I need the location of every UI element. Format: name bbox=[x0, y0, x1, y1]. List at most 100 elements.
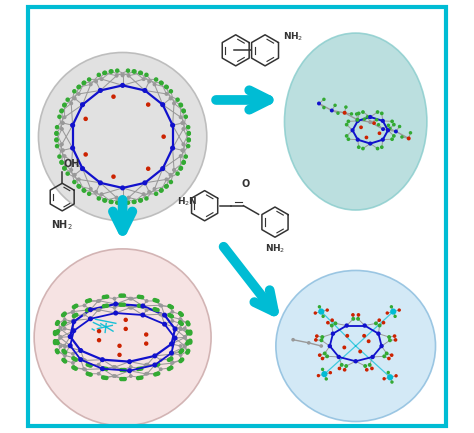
Circle shape bbox=[187, 132, 191, 135]
Circle shape bbox=[73, 315, 75, 318]
Circle shape bbox=[97, 197, 100, 200]
Circle shape bbox=[189, 332, 191, 335]
Circle shape bbox=[162, 135, 165, 138]
Circle shape bbox=[323, 98, 325, 100]
Circle shape bbox=[124, 318, 127, 321]
Circle shape bbox=[326, 309, 328, 311]
Circle shape bbox=[59, 336, 62, 338]
Circle shape bbox=[88, 373, 91, 376]
Text: NH$_2$: NH$_2$ bbox=[51, 218, 73, 232]
Circle shape bbox=[182, 161, 185, 164]
Circle shape bbox=[100, 367, 104, 371]
Circle shape bbox=[377, 124, 380, 126]
Circle shape bbox=[82, 81, 86, 84]
Circle shape bbox=[55, 139, 58, 142]
Ellipse shape bbox=[38, 52, 207, 221]
Circle shape bbox=[167, 368, 171, 371]
Circle shape bbox=[385, 352, 388, 355]
Circle shape bbox=[338, 367, 340, 370]
Circle shape bbox=[180, 155, 182, 157]
Circle shape bbox=[121, 84, 125, 87]
Circle shape bbox=[73, 306, 75, 309]
Circle shape bbox=[354, 360, 357, 363]
Circle shape bbox=[122, 378, 125, 381]
Circle shape bbox=[187, 322, 190, 325]
Circle shape bbox=[382, 120, 384, 122]
Circle shape bbox=[156, 309, 159, 312]
Circle shape bbox=[64, 360, 67, 363]
Circle shape bbox=[103, 71, 106, 74]
Circle shape bbox=[55, 331, 58, 334]
Circle shape bbox=[161, 167, 164, 171]
Circle shape bbox=[171, 310, 173, 313]
Circle shape bbox=[60, 161, 64, 164]
Circle shape bbox=[71, 123, 74, 127]
Circle shape bbox=[63, 116, 66, 119]
Circle shape bbox=[183, 346, 186, 348]
Circle shape bbox=[62, 359, 65, 362]
Circle shape bbox=[189, 341, 191, 344]
Circle shape bbox=[180, 359, 183, 362]
Circle shape bbox=[376, 111, 379, 113]
Circle shape bbox=[70, 102, 73, 105]
Circle shape bbox=[181, 349, 184, 352]
Circle shape bbox=[141, 313, 145, 317]
Circle shape bbox=[189, 331, 191, 334]
Circle shape bbox=[186, 342, 189, 345]
Circle shape bbox=[54, 339, 56, 343]
Circle shape bbox=[63, 321, 66, 324]
Circle shape bbox=[115, 74, 118, 77]
Circle shape bbox=[90, 187, 92, 190]
Circle shape bbox=[346, 335, 348, 337]
Circle shape bbox=[85, 309, 89, 312]
Circle shape bbox=[60, 110, 63, 113]
Circle shape bbox=[55, 341, 59, 344]
Circle shape bbox=[133, 200, 136, 204]
Circle shape bbox=[103, 376, 106, 379]
Circle shape bbox=[146, 167, 150, 170]
Circle shape bbox=[123, 378, 126, 381]
Circle shape bbox=[89, 364, 92, 367]
Circle shape bbox=[64, 351, 67, 354]
Circle shape bbox=[81, 103, 84, 107]
Circle shape bbox=[54, 341, 56, 344]
Circle shape bbox=[75, 313, 78, 316]
Circle shape bbox=[365, 368, 368, 371]
Circle shape bbox=[55, 132, 58, 135]
Circle shape bbox=[187, 145, 190, 148]
Circle shape bbox=[112, 375, 115, 377]
Circle shape bbox=[351, 129, 354, 132]
Circle shape bbox=[153, 354, 156, 358]
Circle shape bbox=[89, 299, 91, 302]
Circle shape bbox=[173, 102, 175, 105]
Circle shape bbox=[61, 128, 63, 130]
Circle shape bbox=[172, 362, 174, 364]
Circle shape bbox=[88, 364, 91, 367]
Circle shape bbox=[308, 342, 310, 344]
Circle shape bbox=[326, 355, 328, 358]
Circle shape bbox=[364, 118, 365, 120]
Circle shape bbox=[63, 167, 66, 170]
Circle shape bbox=[62, 323, 64, 326]
Circle shape bbox=[179, 321, 182, 324]
Circle shape bbox=[145, 197, 148, 200]
Circle shape bbox=[357, 146, 360, 149]
Circle shape bbox=[170, 306, 173, 309]
Circle shape bbox=[143, 89, 147, 92]
Circle shape bbox=[345, 324, 348, 327]
Circle shape bbox=[98, 339, 100, 342]
Circle shape bbox=[179, 312, 182, 315]
Circle shape bbox=[145, 73, 148, 76]
Circle shape bbox=[129, 307, 131, 309]
Circle shape bbox=[337, 112, 339, 114]
Circle shape bbox=[189, 340, 191, 343]
Circle shape bbox=[98, 300, 100, 302]
Circle shape bbox=[116, 69, 119, 72]
Circle shape bbox=[386, 312, 388, 314]
Circle shape bbox=[128, 360, 131, 363]
Circle shape bbox=[391, 354, 393, 356]
Circle shape bbox=[73, 305, 77, 308]
Circle shape bbox=[315, 339, 317, 341]
Circle shape bbox=[89, 308, 92, 312]
Circle shape bbox=[187, 331, 190, 334]
